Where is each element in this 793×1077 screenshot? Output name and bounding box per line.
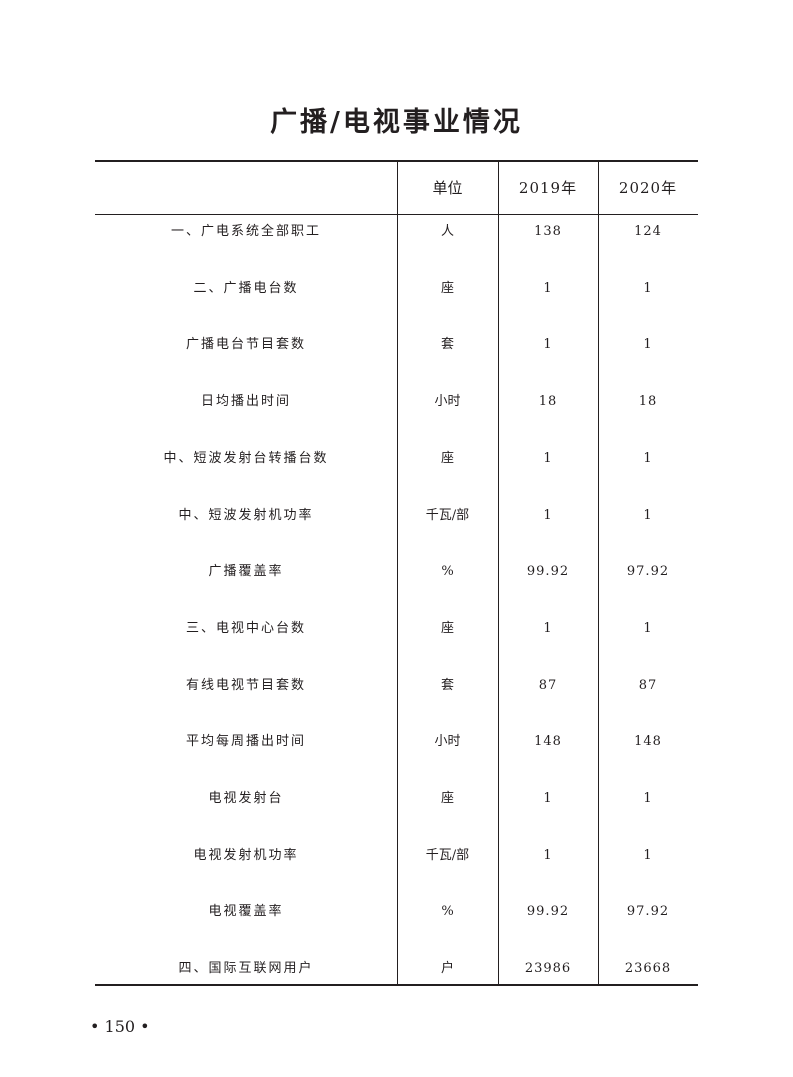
row-label: 平均每周播出时间 [185,734,306,750]
row-unit: % [441,564,454,580]
row-unit: 人 [440,224,454,239]
row-2019: 87 [538,677,558,693]
row-unit: 户 [440,961,454,977]
row-unit: 座 [440,791,454,806]
row-label: 二、广播电台数 [193,280,299,296]
row-2020: 97.92 [626,904,670,920]
row-label: 三、电视中心台数 [185,620,306,636]
data-table: 单位 2019年 2020年 一、广电系统全部职工人 138 124 二、广播电台数座… [95,160,698,986]
row-label: 广播电台节目套数 [185,337,306,353]
row-unit: 套 [440,677,454,693]
row-2019: 99.92 [526,904,570,920]
row-2020: 148 [634,734,662,750]
header-2019: 2019年 [518,179,578,197]
row-2020: 23668 [624,961,672,977]
column-divider [598,162,599,984]
header-divider [95,214,698,215]
row-2020: 1 [643,620,653,636]
row-2019: 148 [534,734,562,750]
row-unit: 座 [440,280,454,296]
row-2020: 124 [634,224,662,239]
row-2019: 1 [543,620,553,636]
row-unit: 套 [440,337,454,353]
row-unit: % [441,904,454,920]
row-2020: 1 [643,791,653,806]
row-label: 中、短波发射机功率 [178,507,314,523]
row-2019: 1 [543,450,553,466]
row-2019: 1 [543,507,553,523]
row-unit: 座 [440,450,454,466]
header-2020: 2020年 [618,179,678,197]
row-unit: 小时 [434,394,461,410]
row-2019: 1 [543,280,553,296]
row-label: 四、国际互联网用户 [178,961,314,977]
row-2020: 87 [638,677,658,693]
row-2020: 1 [643,337,653,353]
row-2019: 23986 [524,961,572,977]
row-2020: 18 [638,394,658,410]
page-title: 广播/电视事业情况 [270,107,523,138]
row-label: 中、短波发射台转播台数 [163,450,329,466]
row-2020: 1 [643,450,653,466]
row-2020: 1 [643,507,653,523]
row-label: 有线电视节目套数 [185,677,306,693]
row-2020: 1 [643,280,653,296]
column-divider [498,162,499,984]
row-unit: 千瓦/部 [425,847,470,863]
row-2019: 99.92 [526,564,570,580]
column-divider [397,162,398,984]
row-2020: 97.92 [626,564,670,580]
row-label: 日均播出时间 [200,394,291,410]
row-unit: 小时 [434,734,461,750]
header-unit: 单位 [432,179,463,197]
row-label: 一、广电系统全部职工 [170,224,321,239]
row-2019: 1 [543,791,553,806]
row-label: 电视覆盖率 [208,904,284,920]
row-unit: 座 [440,620,454,636]
row-label: 电视发射台 [208,791,284,806]
row-2019: 18 [538,394,558,410]
row-2019: 1 [543,847,553,863]
row-2020: 1 [643,847,653,863]
row-2019: 138 [534,224,562,239]
row-unit: 千瓦/部 [425,507,470,523]
row-2019: 1 [543,337,553,353]
page-number: • 150 • [90,1017,150,1036]
row-label: 广播覆盖率 [208,564,284,580]
row-label: 电视发射机功率 [193,847,299,863]
